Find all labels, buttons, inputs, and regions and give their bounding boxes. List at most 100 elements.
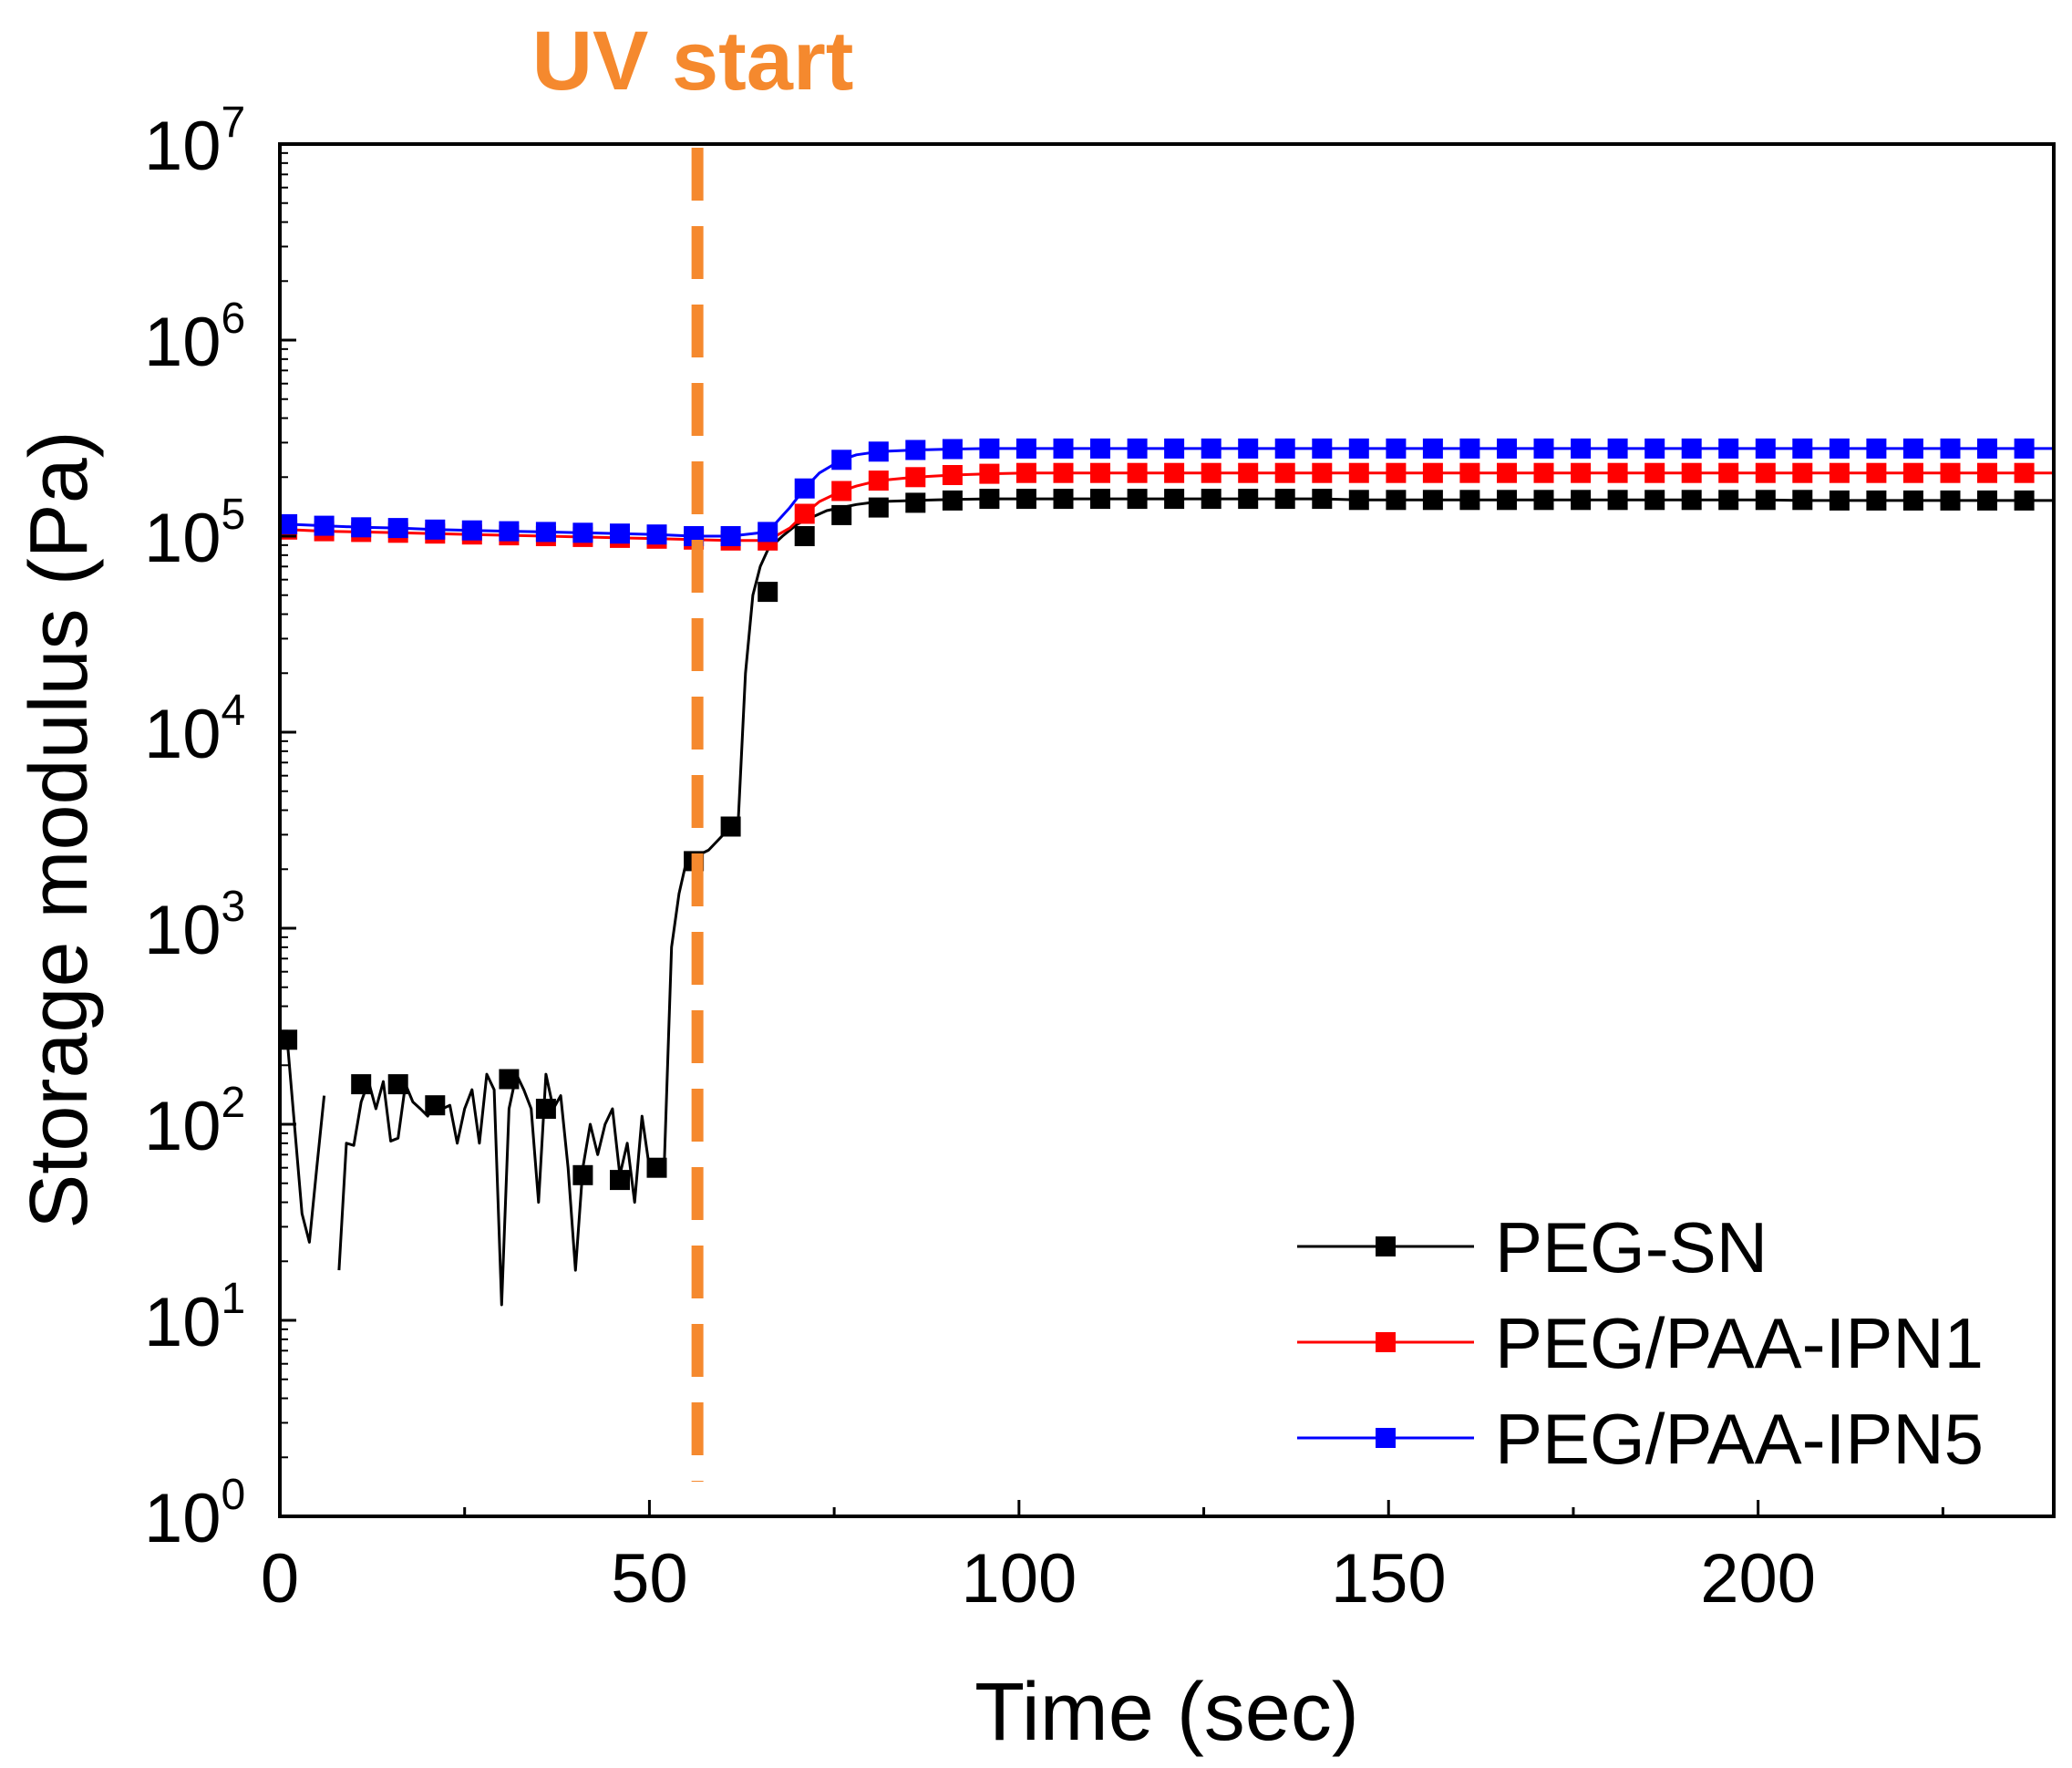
x-axis-title: Time (sec) — [974, 1667, 1359, 1758]
data-point-peg-paa-ipn5 — [1681, 438, 1702, 459]
data-point-peg-paa-ipn5 — [1386, 438, 1407, 459]
data-point-peg-paa-ipn1 — [1644, 462, 1665, 483]
data-point-peg-paa-ipn5 — [758, 522, 778, 543]
data-point-peg-paa-ipn1 — [1977, 462, 1997, 483]
data-point-peg-paa-ipn1 — [979, 463, 1000, 484]
legend-marker — [1376, 1332, 1396, 1352]
data-point-peg-paa-ipn5 — [314, 515, 335, 536]
legend-label: PEG-SN — [1495, 1207, 1768, 1287]
data-point-peg-paa-ipn5 — [1201, 438, 1222, 459]
data-point-peg-paa-ipn1 — [1533, 462, 1554, 483]
data-point-peg-paa-ipn1 — [1718, 462, 1739, 483]
data-point-peg-paa-ipn5 — [1090, 438, 1110, 459]
series-peg-sn — [280, 489, 2054, 1307]
data-point-peg-sn — [1053, 489, 1074, 510]
data-point-peg-sn — [1940, 490, 1961, 511]
data-point-peg-paa-ipn5 — [979, 438, 1000, 459]
data-point-peg-sn — [425, 1095, 446, 1116]
y-axis-title: Storage modulus (Pa) — [14, 430, 105, 1228]
data-point-peg-sn — [1755, 490, 1776, 511]
data-point-peg-sn — [280, 1029, 298, 1050]
legend-label: PEG/PAA-IPN5 — [1495, 1399, 1984, 1479]
data-point-peg-paa-ipn5 — [1053, 438, 1074, 459]
data-point-peg-paa-ipn1 — [1681, 462, 1702, 483]
data-point-peg-paa-ipn5 — [831, 450, 852, 470]
data-point-peg-sn — [1866, 490, 1887, 511]
series-line-peg-paa-ipn1 — [287, 471, 2054, 543]
data-point-peg-sn — [610, 1170, 630, 1191]
data-point-peg-paa-ipn5 — [1755, 438, 1776, 459]
data-point-peg-paa-ipn5 — [1866, 438, 1887, 459]
series-line-peg-sn — [285, 497, 2054, 1307]
data-point-peg-paa-ipn1 — [868, 470, 889, 491]
data-point-peg-paa-ipn1 — [1792, 462, 1813, 483]
data-point-peg-paa-ipn5 — [905, 439, 926, 460]
data-point-peg-paa-ipn1 — [1201, 462, 1222, 483]
data-point-peg-paa-ipn5 — [461, 520, 482, 541]
data-point-peg-sn — [1164, 489, 1185, 510]
data-point-peg-paa-ipn1 — [1866, 462, 1887, 483]
data-point-peg-paa-ipn5 — [1644, 438, 1665, 459]
y-tick-label: 100 — [144, 1471, 245, 1557]
data-point-peg-paa-ipn5 — [794, 478, 815, 499]
data-point-peg-paa-ipn5 — [1238, 438, 1259, 459]
y-tick-label: 106 — [144, 295, 245, 381]
legend-item-peg-paa-ipn5: PEG/PAA-IPN5 — [1297, 1399, 1984, 1479]
data-point-peg-paa-ipn5 — [1459, 438, 1480, 459]
data-point-peg-paa-ipn1 — [1348, 462, 1369, 483]
data-point-peg-sn — [1718, 490, 1739, 511]
legend: PEG-SN PEG/PAA-IPN1 PEG/PAA-IPN5 — [1297, 1207, 1984, 1479]
axes: 0 50 100 150 200 100 101 102 103 104 105 106 107 — [144, 98, 1944, 1618]
data-point-peg-paa-ipn5 — [351, 517, 372, 538]
data-point-peg-sn — [1422, 490, 1443, 511]
data-point-peg-paa-ipn1 — [1164, 462, 1185, 483]
data-point-peg-sn — [1533, 490, 1554, 511]
data-point-peg-paa-ipn5 — [720, 526, 741, 546]
data-point-peg-paa-ipn5 — [1422, 438, 1443, 459]
data-point-peg-sn — [979, 489, 1000, 510]
data-point-peg-paa-ipn5 — [1497, 438, 1517, 459]
data-point-peg-paa-ipn1 — [1422, 462, 1443, 483]
data-point-peg-paa-ipn5 — [1164, 438, 1185, 459]
data-point-peg-paa-ipn1 — [1829, 462, 1850, 483]
data-point-peg-paa-ipn5 — [425, 519, 446, 540]
data-point-peg-sn — [794, 526, 815, 546]
data-point-peg-paa-ipn1 — [1015, 462, 1036, 483]
legend-marker — [1376, 1428, 1396, 1448]
data-point-peg-paa-ipn5 — [1940, 438, 1961, 459]
data-point-peg-sn — [1571, 490, 1592, 511]
data-point-peg-paa-ipn5 — [646, 524, 667, 545]
data-point-peg-paa-ipn1 — [831, 481, 852, 501]
data-point-peg-paa-ipn5 — [499, 521, 520, 542]
data-point-peg-paa-ipn5 — [387, 518, 408, 539]
data-point-peg-sn — [1348, 490, 1369, 511]
data-point-peg-paa-ipn5 — [1977, 438, 1997, 459]
data-point-peg-sn — [1274, 489, 1295, 510]
data-point-peg-sn — [2014, 490, 2035, 511]
x-tick-label: 50 — [611, 1540, 688, 1618]
data-point-peg-sn — [1386, 490, 1407, 511]
data-point-peg-sn — [905, 492, 926, 513]
data-point-peg-sn — [1792, 490, 1813, 511]
data-point-peg-paa-ipn1 — [1902, 462, 1923, 483]
series-line-peg-paa-ipn5 — [287, 447, 2054, 538]
x-tick-label: 200 — [1700, 1540, 1816, 1618]
data-point-peg-paa-ipn5 — [1015, 438, 1036, 459]
data-point-peg-paa-ipn1 — [1940, 462, 1961, 483]
data-point-peg-sn — [1201, 489, 1222, 510]
legend-label: PEG/PAA-IPN1 — [1495, 1303, 1984, 1383]
y-tick-label: 107 — [144, 98, 245, 185]
y-tick-label: 105 — [144, 491, 245, 577]
data-point-peg-paa-ipn5 — [1274, 438, 1295, 459]
data-point-peg-paa-ipn1 — [1386, 462, 1407, 483]
data-point-peg-sn — [720, 816, 741, 837]
data-point-peg-sn — [499, 1069, 520, 1090]
data-point-peg-sn — [942, 490, 963, 511]
data-point-peg-paa-ipn5 — [572, 522, 593, 543]
data-point-peg-sn — [1681, 490, 1702, 511]
data-point-peg-sn — [1090, 489, 1110, 510]
data-point-peg-paa-ipn1 — [1459, 462, 1480, 483]
data-point-peg-sn — [1312, 489, 1333, 510]
data-point-peg-paa-ipn1 — [1127, 462, 1148, 483]
data-point-peg-paa-ipn1 — [1312, 462, 1333, 483]
